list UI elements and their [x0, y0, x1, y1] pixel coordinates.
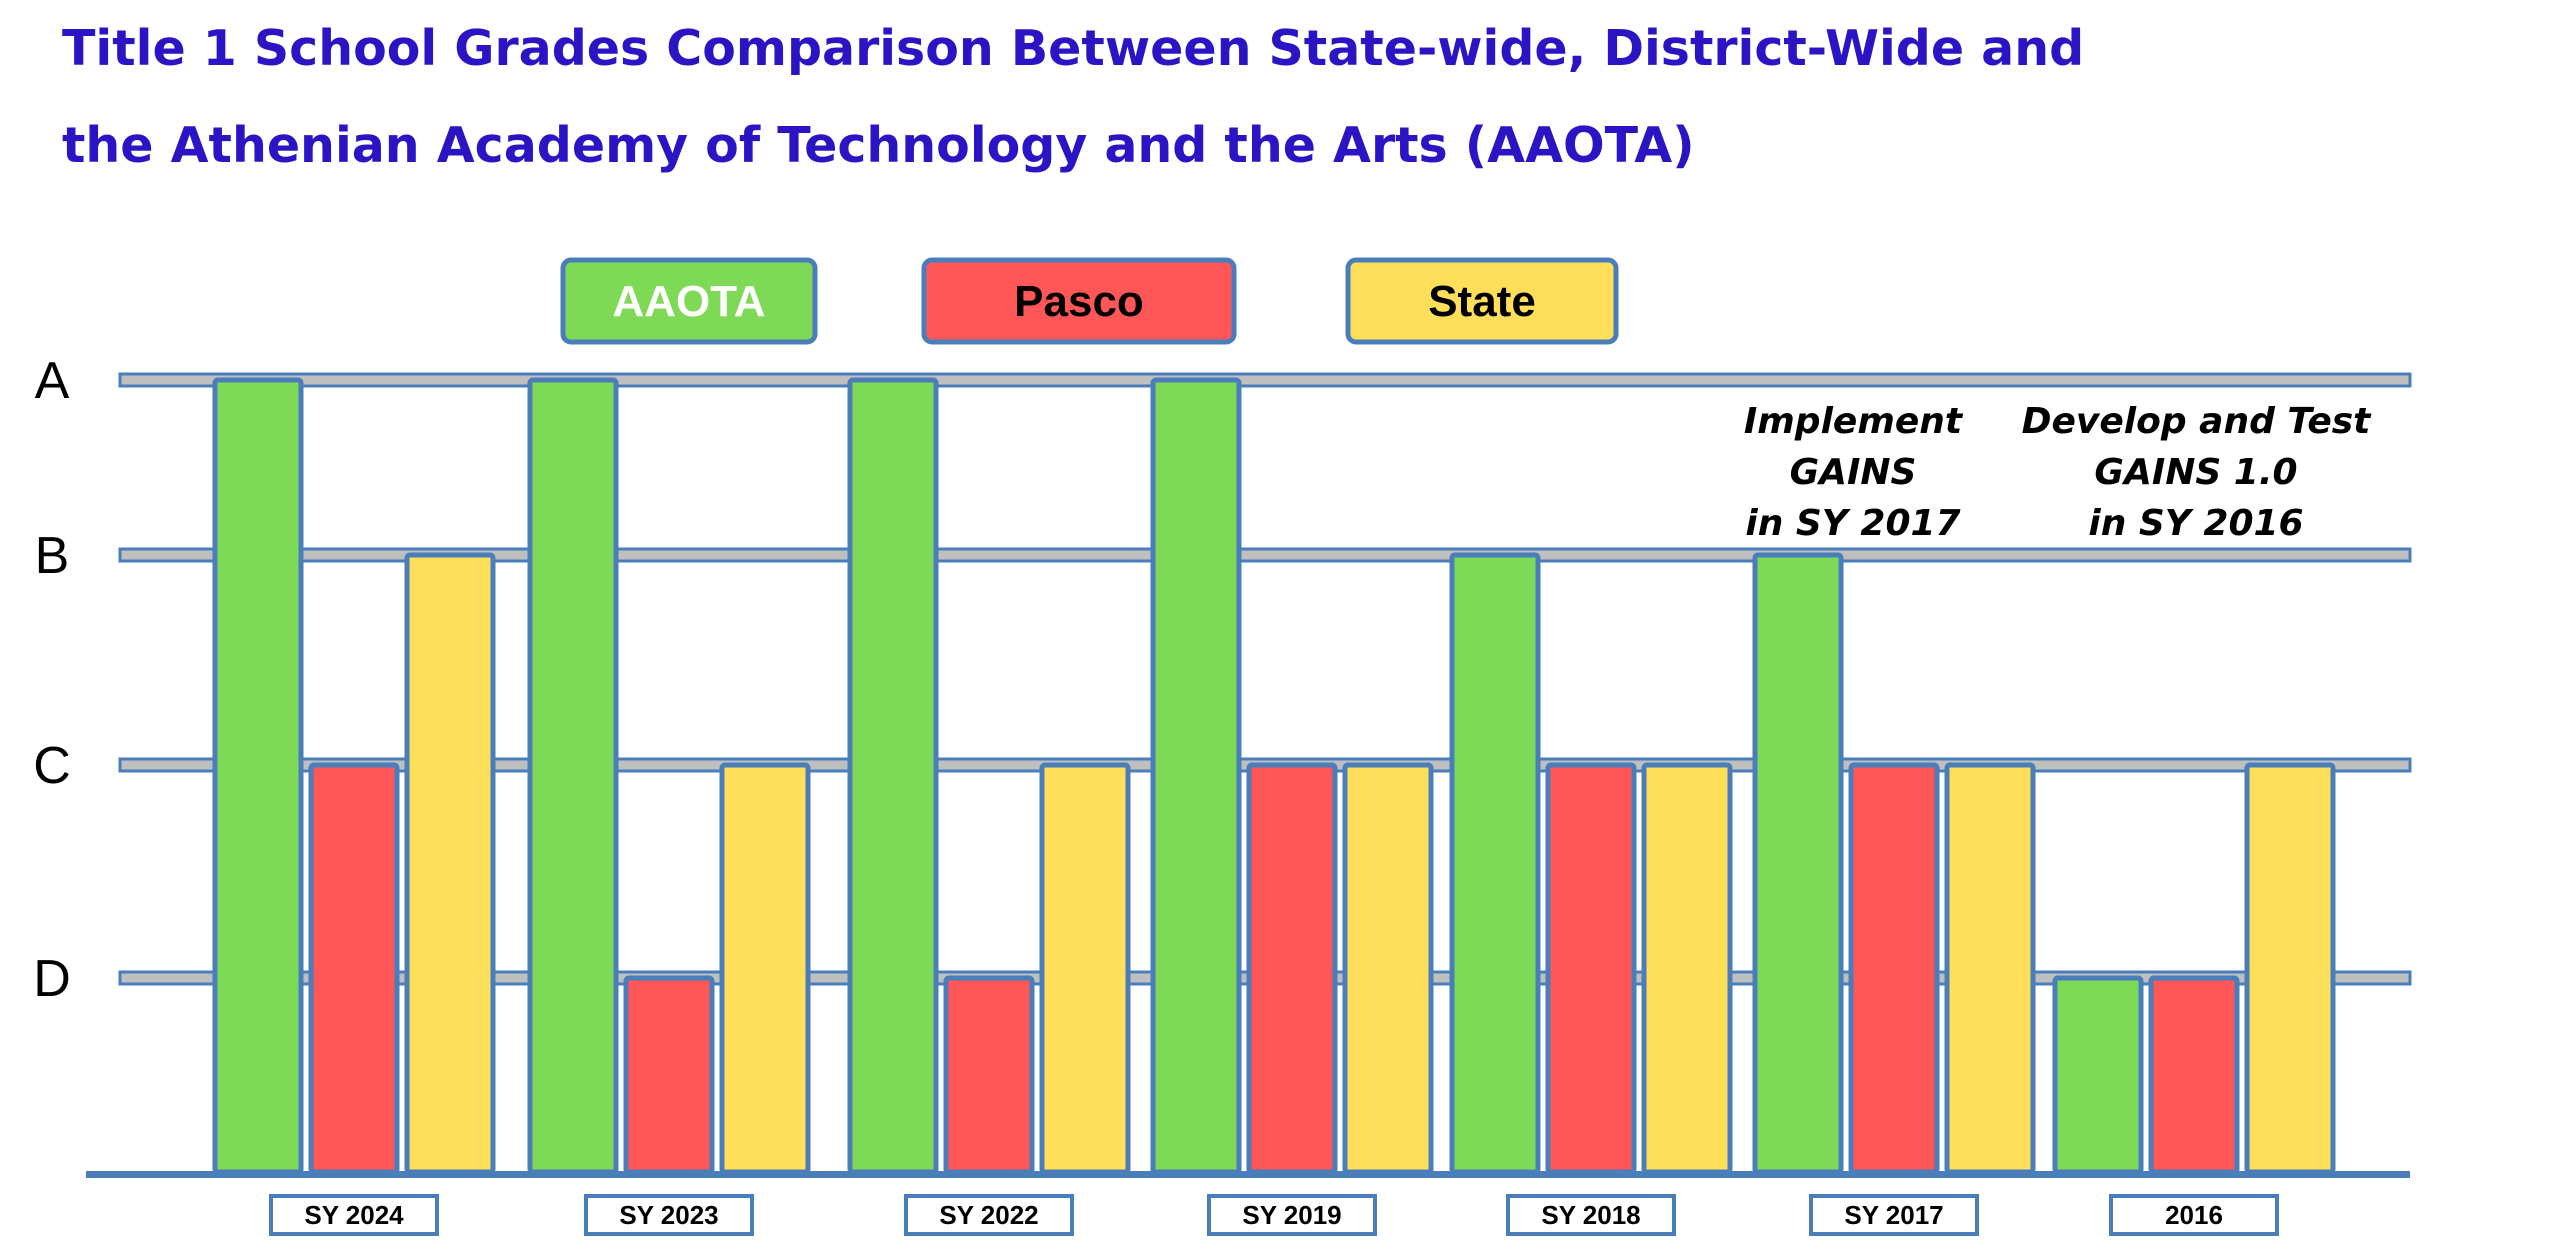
legend-label-aaota: AAOTA	[612, 277, 765, 326]
grade-label-c: C	[33, 737, 71, 795]
category-label-box	[1809, 1194, 1979, 1236]
y-axis-grade-labels: D C B A	[33, 352, 71, 1008]
bar-pasco-sy-2022	[943, 975, 1035, 1175]
annotation-line: in SY 2016	[2088, 503, 2303, 544]
category-label: 2016	[2165, 1200, 2223, 1230]
category-label-box	[269, 1194, 439, 1236]
bar-aaota-sy-2022	[847, 377, 939, 1175]
bar-pasco-sy-2017	[1848, 762, 1940, 1175]
category-label-box	[1207, 1194, 1377, 1236]
bar-aaota-sy-2018	[1449, 552, 1541, 1175]
x-axis-category-labels: SY 2024 SY 2023 SY 2022 SY 2019 SY 2018 SY 20…	[269, 1194, 2279, 1236]
bar-aaota-sy-2019	[1150, 377, 1242, 1175]
bar-state-sy-2024	[404, 552, 496, 1175]
bar-pasco-sy-2018	[1545, 762, 1637, 1175]
bar-state-2016	[2244, 762, 2336, 1175]
bar-aaota-sy-2017	[1752, 552, 1844, 1175]
category-label: SY 2017	[1844, 1200, 1943, 1230]
category-label-box	[904, 1194, 1074, 1236]
grade-label-b: B	[35, 527, 70, 585]
bars	[212, 377, 2336, 1175]
annotation-line: Develop and Test	[2022, 401, 2373, 442]
category-label-box	[1506, 1194, 1676, 1236]
annotation-line: GAINS	[1790, 452, 1917, 493]
annotations: Implement GAINS in SY 2017 Develop and Test…	[1744, 401, 2372, 544]
bar-pasco-2016	[2148, 975, 2240, 1175]
annotation-line: GAINS 1.0	[2094, 452, 2297, 493]
legend: AAOTA Pasco State	[560, 257, 1619, 345]
bar-pasco-sy-2024	[308, 762, 400, 1175]
bar-aaota-2016	[2052, 975, 2144, 1175]
category-label: SY 2022	[939, 1200, 1038, 1230]
bar-aaota-sy-2024	[212, 377, 304, 1175]
annotation-line: Implement	[1744, 401, 1964, 442]
bar-state-sy-2018	[1641, 762, 1733, 1175]
grade-label-a: A	[35, 352, 70, 410]
chart-title-line-1: Title 1 School Grades Comparison Between…	[62, 20, 2085, 77]
bar-pasco-sy-2023	[623, 975, 715, 1175]
category-label: SY 2023	[619, 1200, 718, 1230]
category-label: SY 2024	[304, 1200, 404, 1230]
bar-pasco-sy-2019	[1246, 762, 1338, 1175]
annotation-line: in SY 2017	[1745, 503, 1960, 544]
bar-aaota-sy-2023	[527, 377, 619, 1175]
bar-state-sy-2022	[1039, 762, 1131, 1175]
grade-label-d: D	[33, 950, 71, 1008]
category-label: SY 2019	[1242, 1200, 1341, 1230]
legend-swatch-state	[1345, 257, 1619, 345]
legend-label-pasco: Pasco	[1014, 277, 1144, 326]
category-label-box	[584, 1194, 754, 1236]
legend-swatch-pasco	[921, 257, 1237, 345]
category-label: SY 2018	[1541, 1200, 1640, 1230]
chart-title-line-2: the Athenian Academy of Technology and t…	[62, 117, 1695, 174]
gridline-a	[118, 372, 2412, 388]
category-label-box	[2109, 1194, 2279, 1236]
bar-state-sy-2019	[1342, 762, 1434, 1175]
x-axis-baseline	[86, 1171, 2410, 1178]
legend-label-state: State	[1428, 277, 1536, 326]
bar-state-sy-2017	[1944, 762, 2036, 1175]
bar-state-sy-2023	[719, 762, 811, 1175]
legend-swatch-aaota	[560, 257, 818, 345]
